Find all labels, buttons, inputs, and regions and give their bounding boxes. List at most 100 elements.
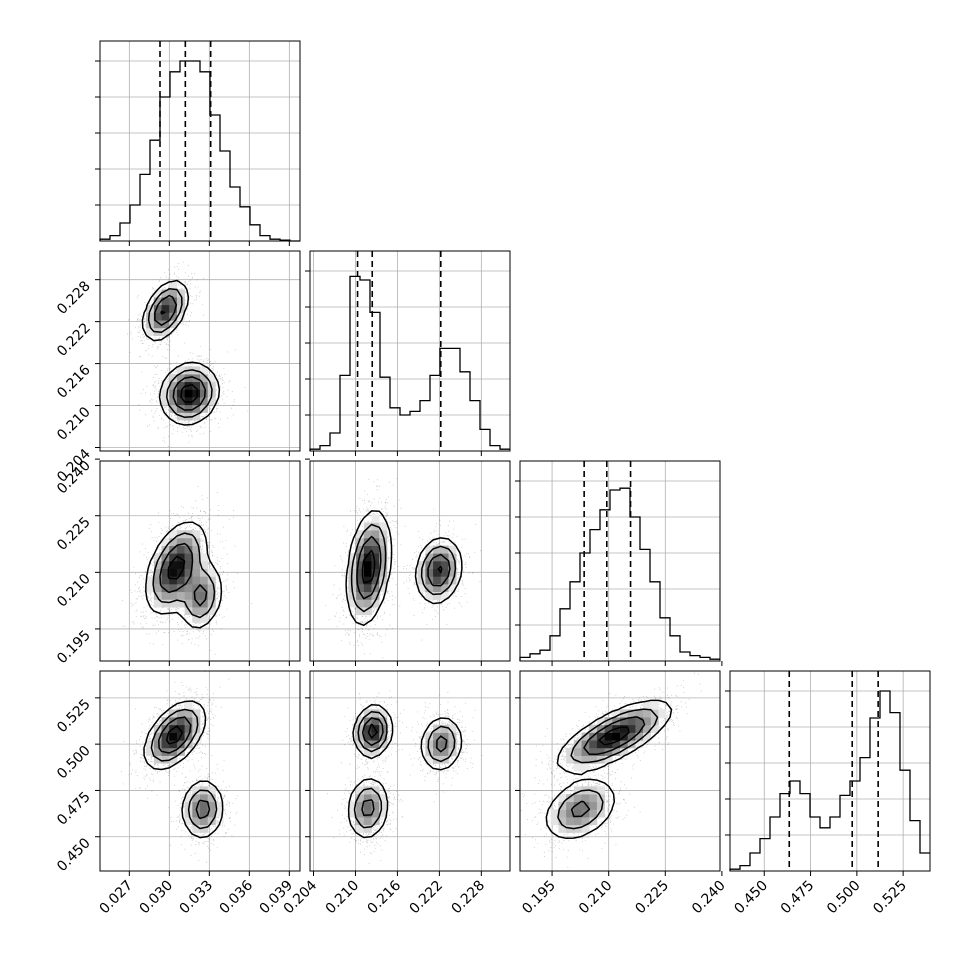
panel-frame [99,250,301,452]
density-cell [200,817,208,826]
density-cell [356,801,365,810]
y-tick-label: 0.195 [54,627,94,667]
density-cell [589,801,598,810]
density-cell [425,584,434,593]
density-cell [627,709,636,718]
x-tick-label: 0.036 [216,877,256,917]
density-cell [363,530,372,539]
density-cell [566,747,575,756]
contour-line [154,294,206,411]
density-cell [153,732,162,741]
density-cell [161,584,170,593]
density-cell [146,327,155,336]
density-cell [379,794,388,803]
density-cell [371,732,380,741]
density-cell [215,801,224,810]
density-cell [184,607,193,616]
panel-frame [99,40,301,242]
density-cell [192,553,201,562]
density-cell [596,740,605,749]
density-cell [146,747,155,756]
density-cell [192,614,201,623]
density-cell [356,576,365,585]
density-cell [379,561,388,569]
density-cell [379,709,388,718]
density-cell [192,381,201,390]
density-cell [207,584,216,593]
x-tick-label: 0.030 [136,878,176,918]
density-cell [658,709,667,718]
density-cell [589,817,598,826]
density-cell [176,297,185,306]
density-cell [192,404,201,413]
density-cell [184,591,193,600]
density-cell [566,755,575,764]
density-cell [356,553,365,562]
density-cell [379,537,388,546]
density-cell [200,591,208,600]
density-cell [379,584,388,593]
density-cell [612,747,621,756]
density-cell [169,397,178,406]
density-cell [176,312,185,321]
panel-frame [99,670,301,872]
density-cell [371,809,380,818]
density-cell [363,607,372,616]
contour-line [150,708,218,830]
density-cell [161,561,170,569]
density-cell [161,599,170,608]
density-cell [169,320,178,329]
density-cell [192,584,201,593]
contour-line [361,549,443,584]
density-cell [371,801,380,810]
density-cell [550,817,559,826]
density-cell [356,591,365,600]
density-cell [379,801,388,810]
density-cell [215,809,224,818]
contour-line [141,279,221,426]
x-tick-label: 0.033 [176,878,216,918]
density-cell [363,709,372,718]
density-cell [169,591,178,600]
density-cell [184,599,193,608]
density-cell [356,561,365,569]
density-cell [200,599,208,608]
sample-points [327,690,483,871]
density-cell [169,381,178,390]
density-cell [169,732,178,741]
density-cell [371,553,380,562]
density-cell [581,794,590,803]
density-cell [153,599,162,608]
density-cell [356,732,365,741]
density-cell [176,545,185,554]
density-cell [612,709,621,718]
density-cell [356,607,365,616]
density-cell [192,599,201,608]
density-cell [433,732,442,741]
density-cell [433,584,442,593]
density-cell [184,794,193,803]
density-cell [440,740,449,749]
density-cell [573,824,582,833]
contour-line [158,716,211,820]
density-cell [192,717,201,726]
density-cell [153,568,162,577]
density-cell [169,561,178,569]
y-tick-label: 0.475 [54,789,94,829]
density-cell [425,755,434,764]
density-cell [153,755,162,764]
density-cell [200,568,208,577]
density-cell [192,786,201,795]
density-cell [356,724,365,733]
density-cell [192,794,201,803]
density-cell [184,553,193,562]
y-tick-label: 0.450 [54,835,94,875]
contour-line [345,510,463,627]
y-tick-label: 0.525 [54,696,94,736]
y-tick-label: 0.210 [54,571,94,611]
scatter-panel-p2-p3: 0.195 0.210 0.225 0.240 [515,670,729,917]
density-cell [169,404,178,413]
density-cell [169,312,178,321]
density-cell [192,561,201,569]
density-cell [184,817,193,826]
